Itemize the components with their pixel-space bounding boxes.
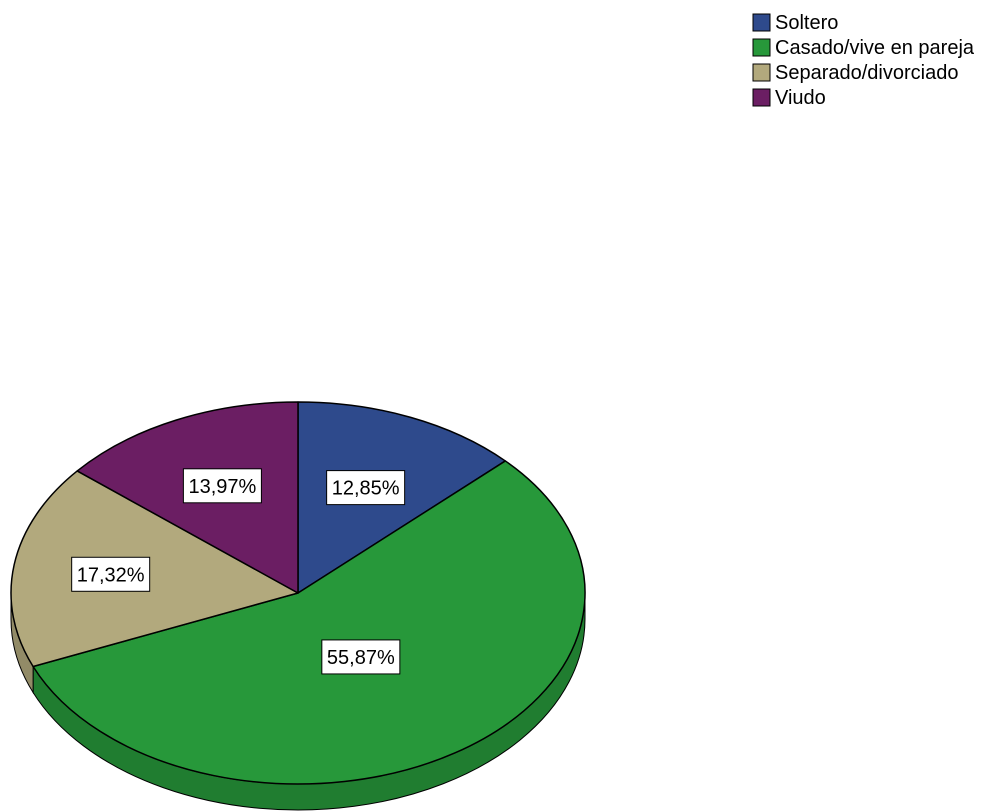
pie-slice-2 xyxy=(10,470,299,668)
legend-swatch-2 xyxy=(752,63,771,82)
legend-label-2: Separado/divorciado xyxy=(775,62,958,84)
legend-swatch-3 xyxy=(752,88,771,107)
pie-labels: 12,85% 55,87% 17,32% 13,97% xyxy=(71,468,406,675)
pie-label-2: 17,32% xyxy=(71,556,151,592)
pie-label-text-2: 17,32% xyxy=(77,564,145,586)
pie-slice-1 xyxy=(32,460,586,785)
legend: Soltero Casado/vive en pareja Separado/div… xyxy=(752,12,975,109)
legend-swatch-1 xyxy=(752,38,771,57)
pie-label-0: 12,85% xyxy=(326,470,406,506)
pie-label-box-0 xyxy=(326,470,406,506)
pie-label-text-0: 12,85% xyxy=(332,478,400,500)
pie-label-box-3 xyxy=(182,468,262,504)
pie-label-text-1: 55,87% xyxy=(327,647,395,669)
pie-label-box-1 xyxy=(321,639,401,675)
legend-swatch-0 xyxy=(752,13,771,32)
legend-label-3: Viudo xyxy=(775,87,826,109)
legend-label-1: Casado/vive en pareja xyxy=(775,37,975,59)
legend-label-0: Soltero xyxy=(775,12,838,34)
pie-label-3: 13,97% xyxy=(182,468,262,504)
pie-label-1: 55,87% xyxy=(321,639,401,675)
pie-top xyxy=(10,401,586,785)
pie-label-text-3: 13,97% xyxy=(188,476,256,498)
pie-label-box-2 xyxy=(71,556,151,592)
